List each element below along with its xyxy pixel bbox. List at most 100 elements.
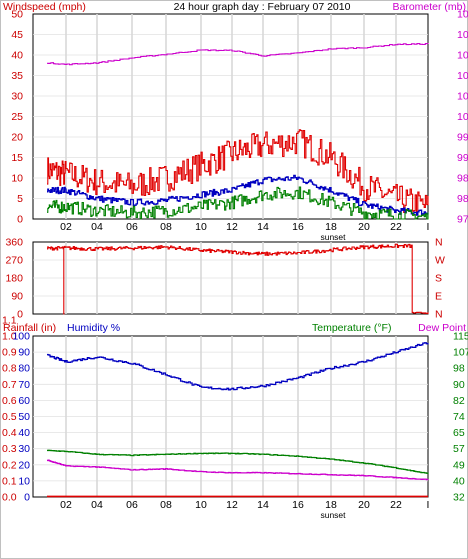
wind-minimum-series (47, 186, 429, 220)
rainfall-y-tick-label: 0.6 (2, 395, 17, 407)
wind-x-tick-label: 20 (358, 221, 370, 233)
data-series (47, 43, 429, 498)
wind-x-tick-label: 18 (325, 221, 337, 233)
wind-average-series (47, 174, 429, 216)
climate-x-tick-label: I (427, 499, 430, 511)
wind-direction-series (47, 243, 429, 315)
humidity-y-tick-label: 70 (18, 379, 30, 391)
direction-compass-label: S (435, 273, 442, 285)
climate-sunset-label: sunset (320, 510, 346, 520)
dew-point-series (47, 459, 429, 481)
direction-compass-label: E (435, 291, 442, 303)
barometer-y-tick-label: 1025 (457, 9, 468, 21)
humidity-y-tick-label: 60 (18, 395, 30, 407)
humidity-y-tick-label: 50 (18, 411, 30, 423)
barometer-series (47, 43, 429, 66)
rainfall-y-tick-label: 0.2 (2, 459, 17, 471)
humidity-y-tick-label: 0 (24, 492, 30, 504)
direction-compass-label: W (435, 255, 445, 267)
humidity-y-tick-label: 80 (18, 363, 30, 375)
humidity-y-tick-label: 40 (18, 427, 30, 439)
wind-x-tick-label: 12 (226, 221, 238, 233)
temperature-y-tick-label: 57 (453, 443, 465, 455)
rainfall-y-tick-label: 0.8 (2, 363, 17, 375)
climate-x-tick-label: 02 (60, 499, 72, 511)
temperature-y-tick-label: 90 (453, 379, 465, 391)
direction-y-tick-label: 180 (5, 273, 23, 285)
temperature-y-tick-label: 82 (453, 395, 465, 407)
barometer-y-tick-label: 975 (457, 214, 468, 226)
wind-y-tick-label: 50 (11, 9, 23, 21)
chart-title: 24 hour graph day : February 07 2010 (174, 1, 351, 13)
rainfall-y-tick-label: 0.5 (2, 411, 17, 423)
wind-x-tick-label: I (427, 221, 430, 233)
temperature-y-tick-label: 40 (453, 475, 465, 487)
wind-y-tick-label: 30 (11, 91, 23, 103)
rainfall-y-tick-label: 0.0 (2, 492, 17, 504)
wind-x-tick-label: 08 (160, 221, 172, 233)
wind-sunset-label: sunset (320, 232, 346, 242)
humidity-y-tick-label: 20 (18, 459, 30, 471)
climate-x-tick-label: 12 (226, 499, 238, 511)
climate-x-tick-label: 10 (195, 499, 207, 511)
climate-x-tick-label: 16 (292, 499, 304, 511)
climate-x-tick-label: 22 (390, 499, 402, 511)
axis-labels: 0510152025303540455097598098599099510001… (2, 1, 468, 520)
humidity-axis-title: Humidity % (67, 322, 120, 334)
wind-gust-series (47, 129, 429, 216)
barometer-y-tick-label: 1005 (457, 91, 468, 103)
direction-y-tick-label: 0 (17, 309, 23, 321)
wind-x-tick-label: 16 (292, 221, 304, 233)
barometer-y-tick-label: 995 (457, 132, 468, 144)
barometer-y-tick-label: 985 (457, 173, 468, 185)
wind-y-tick-label: 0 (17, 214, 23, 226)
rainfall-y-tick-label: 1.1 (2, 314, 17, 326)
humidity-series (47, 342, 429, 391)
barometer-axis-title: Barometer (mb) (392, 1, 466, 13)
rainfall-y-tick-label: 0.1 (2, 475, 17, 487)
barometer-y-tick-label: 1000 (457, 111, 468, 123)
rainfall-y-tick-label: 0.3 (2, 443, 17, 455)
direction-y-tick-label: 90 (11, 291, 23, 303)
temperature-y-tick-label: 98 (453, 363, 465, 375)
climate-x-tick-label: 18 (325, 499, 337, 511)
wind-y-tick-label: 5 (17, 193, 23, 205)
grid-lines (33, 14, 428, 497)
wind-y-tick-label: 15 (11, 152, 23, 164)
climate-x-tick-label: 08 (160, 499, 172, 511)
direction-y-tick-label: 360 (5, 237, 23, 249)
temperature-y-tick-label: 107 (453, 347, 468, 359)
climate-x-tick-label: 04 (91, 499, 103, 511)
humidity-y-tick-label: 10 (18, 475, 30, 487)
temperature-axis-title: Temperature (°F) (312, 322, 391, 334)
barometer-y-tick-label: 990 (457, 152, 468, 164)
wind-y-tick-label: 45 (11, 29, 23, 41)
climate-x-tick-label: 20 (358, 499, 370, 511)
humidity-y-tick-label: 90 (18, 347, 30, 359)
rainfall-axis-title: Rainfall (in) (3, 322, 56, 334)
temperature-y-tick-label: 74 (453, 411, 465, 423)
rainfall-y-tick-label: 0.4 (2, 427, 17, 439)
wind-y-tick-label: 25 (11, 111, 23, 123)
rainfall-y-tick-label: 0.9 (2, 347, 17, 359)
humidity-y-tick-label: 100 (12, 331, 30, 343)
rainfall-y-tick-label: 1.0 (2, 331, 17, 343)
direction-compass-label: N (435, 237, 443, 249)
temperature-y-tick-label: 115 (453, 331, 468, 343)
wind-y-tick-label: 20 (11, 132, 23, 144)
rainfall-y-tick-label: 0.7 (2, 379, 17, 391)
wind-x-tick-label: 14 (257, 221, 269, 233)
temperature-y-tick-label: 65 (453, 427, 465, 439)
wind-y-tick-label: 40 (11, 50, 23, 62)
windspeed-axis-title: Windspeed (mph) (3, 1, 86, 13)
wind-y-tick-label: 35 (11, 70, 23, 82)
climate-x-tick-label: 06 (126, 499, 138, 511)
temperature-y-tick-label: 49 (453, 459, 465, 471)
wind-x-tick-label: 22 (390, 221, 402, 233)
climate-x-tick-label: 14 (257, 499, 269, 511)
direction-compass-label: N (435, 309, 443, 321)
